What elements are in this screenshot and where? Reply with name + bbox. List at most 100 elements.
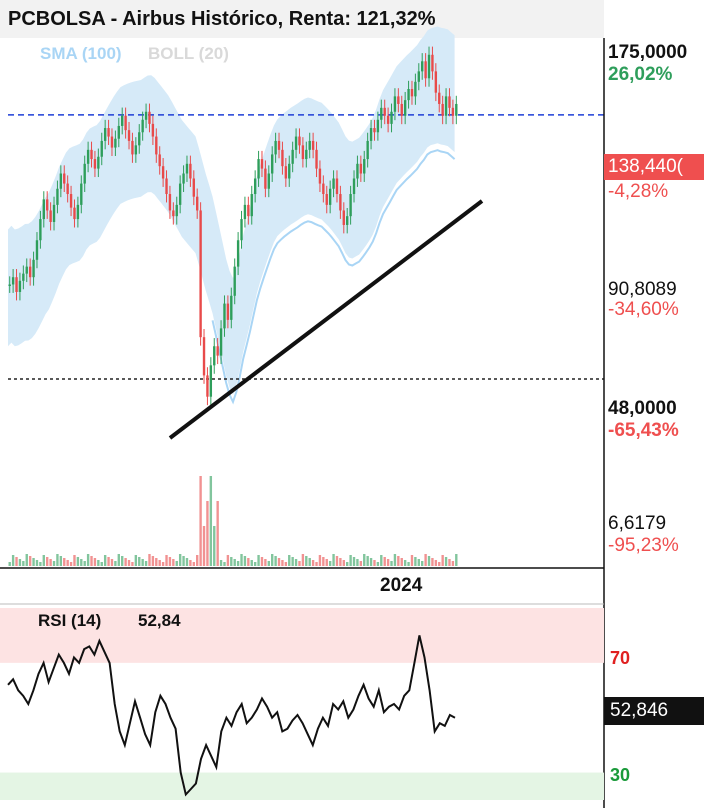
candle-body — [291, 149, 294, 164]
candle-body — [46, 199, 49, 211]
candle-body — [434, 71, 438, 93]
volume-bar — [199, 476, 202, 566]
candle-body — [28, 266, 32, 278]
title-bar: PCBOLSA - Airbus Histórico, Renta: 121,3… — [0, 0, 604, 38]
candle-body — [281, 149, 284, 167]
candle-body — [199, 210, 202, 338]
candle-body — [366, 140, 369, 160]
volume-bar — [393, 554, 397, 566]
tick-6: 6,6179 — [608, 513, 667, 534]
volume-bar — [158, 560, 161, 566]
candle-body — [438, 92, 441, 104]
candle-body — [441, 103, 444, 116]
volume-bar — [144, 561, 148, 566]
volume-bar — [281, 560, 284, 566]
volume-bar — [97, 560, 100, 566]
volume-bar — [161, 562, 165, 566]
volume-bar — [15, 557, 18, 566]
candle-body — [342, 210, 345, 225]
candle-body — [236, 240, 240, 267]
candle-body — [332, 178, 335, 189]
candle-body — [226, 303, 230, 320]
pct-current: -4,28% — [608, 181, 669, 202]
volume-bar — [134, 555, 138, 566]
volume-bar — [46, 557, 49, 566]
volume-bar — [90, 556, 93, 566]
volume-bar — [148, 554, 151, 566]
candle-body — [39, 219, 42, 241]
volume-bar — [243, 556, 247, 566]
volume-bar — [308, 558, 311, 566]
boll-indicator-label[interactable]: BOLL (20) — [148, 44, 229, 63]
candle-body — [11, 277, 15, 285]
volume-bar — [376, 562, 380, 566]
volume-bar — [400, 558, 403, 566]
candle-body — [15, 277, 18, 292]
candle-body — [431, 54, 434, 72]
candle-body — [172, 210, 175, 217]
volume-bar — [25, 554, 28, 566]
candle-body — [213, 346, 216, 366]
price-pane — [0, 0, 604, 568]
chart-title: PCBOLSA - Airbus Histórico, Renta: 121,3… — [8, 8, 436, 30]
bollinger-band — [8, 26, 455, 395]
candle-body — [277, 140, 281, 150]
volume-bar — [407, 562, 410, 566]
volume-bar — [213, 526, 216, 566]
volume-bar — [80, 559, 83, 566]
candle-body — [451, 107, 455, 116]
candle-body — [76, 204, 80, 220]
candle-body — [414, 81, 417, 97]
volume-bar — [434, 560, 438, 566]
volume-bar — [301, 554, 305, 566]
volume-bar — [335, 556, 339, 566]
volume-bar — [230, 557, 233, 566]
candle-body — [117, 125, 120, 139]
candle-body — [352, 178, 356, 195]
volume-bar — [448, 559, 451, 566]
candle-body — [192, 178, 195, 197]
candle-body — [66, 183, 69, 195]
candle-body — [168, 194, 172, 211]
volume-bar — [192, 562, 195, 566]
candle-body — [322, 183, 325, 195]
last-price-badge: 138,440( — [604, 154, 704, 180]
volume-bar — [189, 560, 192, 566]
volume-bar — [39, 562, 42, 566]
volume-bar — [168, 557, 172, 566]
candle-body — [260, 159, 264, 169]
volume-bar — [403, 560, 407, 566]
candle-body — [59, 173, 63, 189]
candle-body — [42, 199, 45, 220]
candle-body — [335, 178, 339, 195]
candle-body — [274, 140, 277, 155]
pct-175: 26,02% — [608, 64, 673, 85]
candle-body — [424, 61, 427, 79]
volume-bar — [22, 561, 25, 566]
candle-body — [155, 136, 158, 155]
candle-body — [56, 188, 59, 205]
volume-bar — [226, 555, 230, 566]
volume-bar — [202, 526, 206, 566]
volume-bar — [110, 559, 114, 566]
volume-bar — [240, 554, 243, 566]
volume-bar — [11, 555, 15, 566]
candle-body — [63, 173, 66, 184]
candle-body — [49, 210, 52, 222]
volume-bar — [346, 562, 349, 566]
candle-body — [311, 140, 315, 150]
candle-body — [315, 149, 318, 169]
volume-bar — [103, 555, 107, 566]
candle-body — [100, 140, 103, 157]
volume-bar — [421, 561, 424, 566]
candle-body — [97, 156, 100, 169]
volume-bar — [196, 555, 199, 566]
candle-body — [35, 240, 39, 260]
volume-bar — [444, 557, 448, 566]
volume-bar — [131, 562, 134, 566]
volume-bar — [219, 560, 223, 566]
sma-indicator-label[interactable]: SMA (100) — [40, 44, 122, 63]
candle-body — [308, 140, 311, 150]
candle-body — [178, 183, 182, 205]
